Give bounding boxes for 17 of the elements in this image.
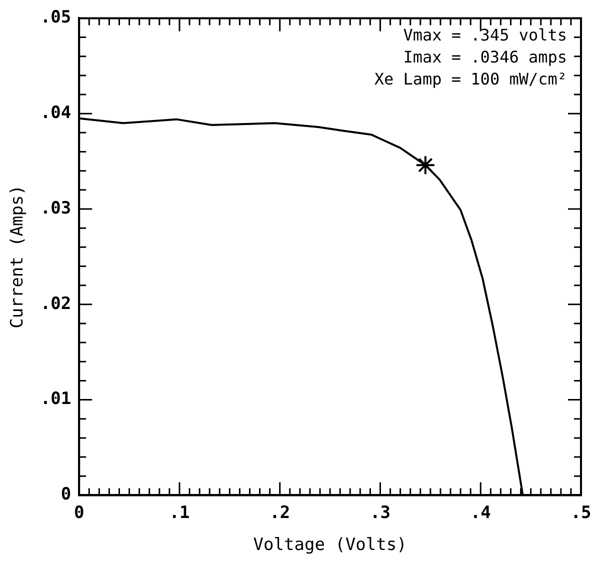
y-tick-label: .03: [40, 198, 72, 218]
x-axis-title: Voltage (Volts): [253, 535, 407, 556]
y-tick-label: .01: [40, 389, 72, 410]
x-tick-label: .2: [270, 502, 290, 523]
y-tick-label: .05: [40, 8, 72, 28]
x-tick-label: .1: [169, 502, 190, 523]
x-tick-label: .4: [470, 502, 491, 523]
y-tick-label: .02: [40, 294, 72, 314]
annotation: Xe Lamp = 100 mW/cm²: [374, 69, 567, 88]
x-tick-label: .5: [570, 502, 592, 523]
annotation: Imax = .0346 amps: [403, 47, 567, 66]
x-tick-label: .3: [370, 502, 390, 523]
annotation: Vmax = .345 volts: [403, 25, 567, 44]
y-tick-label: .04: [40, 103, 72, 124]
x-tick-label: 0: [74, 502, 84, 523]
y-tick-label: 0: [60, 484, 72, 505]
y-axis-title: Current (Amps): [8, 185, 28, 328]
